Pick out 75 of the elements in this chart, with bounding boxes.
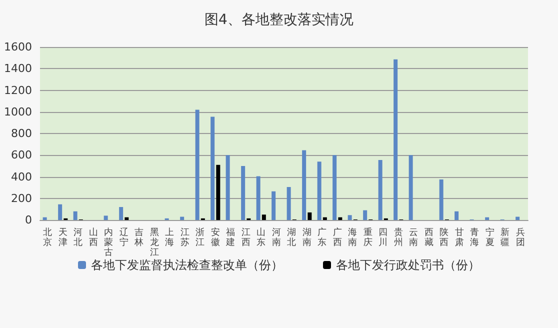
bar xyxy=(286,187,291,220)
x-tick-label: 河南 xyxy=(272,227,281,248)
x-tick-label: 陕西 xyxy=(440,227,449,248)
x-tick-label: 四川 xyxy=(378,228,388,248)
x-tick-label: 海南 xyxy=(348,227,358,248)
x-tick-label: 福建 xyxy=(225,227,236,248)
bar xyxy=(516,216,520,220)
bar xyxy=(439,179,444,220)
x-tick-label: 黑龙江 xyxy=(150,227,159,258)
x-tick-label: 浙江 xyxy=(196,227,205,248)
x-tick-label: 上海 xyxy=(165,227,174,248)
y-tick-label: 0 xyxy=(25,214,32,226)
x-tick-label: 河北 xyxy=(74,227,83,248)
bar xyxy=(408,155,413,220)
x-tick-label: 贵州 xyxy=(394,227,403,248)
bar xyxy=(119,207,124,220)
x-tick-label: 宁夏 xyxy=(485,227,494,248)
y-tick-label: 1000 xyxy=(4,105,32,118)
x-tick-label: 山西 xyxy=(88,227,98,248)
bar xyxy=(124,217,129,220)
x-tick-label: 北京 xyxy=(43,227,52,248)
bar xyxy=(454,211,459,220)
x-tick-label: 天津 xyxy=(58,227,68,248)
x-tick-label: 吉林 xyxy=(134,227,144,248)
bar xyxy=(322,217,327,220)
x-tick-label: 湖北 xyxy=(287,227,296,248)
x-tick-label: 湖南 xyxy=(302,227,312,248)
bar xyxy=(262,214,266,220)
y-tick-label: 800 xyxy=(11,127,32,140)
bar xyxy=(308,212,312,220)
chart-title: 图4、各地整改落实情况 xyxy=(204,12,354,28)
x-tick-label: 西藏 xyxy=(424,228,434,248)
bar xyxy=(317,162,322,220)
y-tick-label: 200 xyxy=(11,192,32,205)
bar xyxy=(241,166,246,220)
bar xyxy=(210,116,215,220)
x-tick-label: 山东 xyxy=(256,227,266,248)
legend-label: 各地下发行政处罚书（份） xyxy=(336,258,480,272)
y-tick-label: 1400 xyxy=(4,62,32,76)
bar xyxy=(42,217,47,220)
x-tick-label: 广西 xyxy=(332,227,342,248)
x-tick-label: 安徽 xyxy=(210,227,220,248)
x-tick-label: 辽宁 xyxy=(119,227,128,248)
bar xyxy=(104,216,108,220)
x-tick-label: 江苏 xyxy=(180,227,190,248)
x-tick-label: 甘肃 xyxy=(454,227,464,248)
x-tick-label: 新疆 xyxy=(500,227,510,248)
x-tick-label: 青海 xyxy=(470,227,480,248)
bar xyxy=(394,59,398,220)
y-tick-label: 600 xyxy=(11,148,32,162)
x-tick-label: 江西 xyxy=(241,227,250,248)
bar xyxy=(332,155,337,220)
bar xyxy=(73,211,78,220)
x-tick-label: 兵团 xyxy=(516,227,525,248)
bar xyxy=(58,204,62,220)
x-tick-label: 广东 xyxy=(318,227,327,248)
bar xyxy=(272,191,276,220)
bar xyxy=(378,160,382,220)
bar xyxy=(348,215,352,220)
y-tick-label: 400 xyxy=(11,170,32,184)
bar xyxy=(226,155,230,220)
x-tick-label: 云南 xyxy=(409,228,418,248)
y-tick-label: 1600 xyxy=(4,40,32,54)
x-tick-label: 内蒙古 xyxy=(104,227,114,258)
y-tick-label: 1200 xyxy=(4,84,32,97)
bar xyxy=(180,216,184,220)
bar xyxy=(302,150,306,220)
legend-label: 各地下发监督执法检查整改单（份） xyxy=(91,258,283,272)
x-tick-label: 重庆 xyxy=(363,227,372,248)
bar xyxy=(195,110,200,220)
bar xyxy=(338,217,342,220)
bar xyxy=(485,217,490,220)
bar xyxy=(256,176,260,220)
bar xyxy=(363,210,368,220)
bar xyxy=(216,164,220,220)
